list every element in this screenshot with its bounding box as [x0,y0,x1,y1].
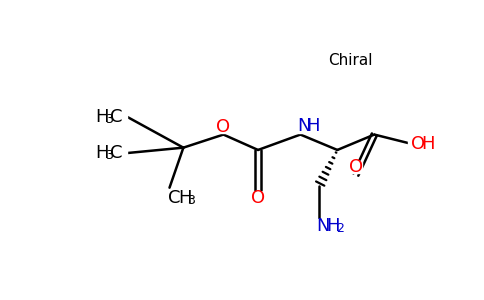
Text: C: C [110,108,123,126]
Bar [293,119,314,133]
Text: N: N [316,217,329,235]
Text: 3: 3 [105,113,113,126]
Bar [252,191,264,204]
Text: Chiral: Chiral [328,53,373,68]
Text: 3: 3 [105,149,113,162]
Text: 3: 3 [187,194,195,207]
Bar [408,137,430,151]
Text: C: C [110,144,123,162]
Text: H: H [95,108,108,126]
Text: O: O [411,135,425,153]
Text: C: C [168,190,181,208]
Text: H: H [306,117,320,135]
Text: O: O [216,118,230,136]
Text: 2: 2 [336,222,344,235]
Bar [164,191,191,206]
Text: H: H [178,190,192,208]
Text: O: O [251,189,265,207]
Bar [349,161,362,173]
Bar [93,146,127,160]
Text: H: H [326,217,339,235]
Text: H: H [95,144,108,162]
Text: O: O [349,158,363,176]
Bar [217,121,229,133]
Bar [93,110,127,124]
Text: H: H [421,135,435,153]
Text: N: N [297,117,311,135]
Bar [311,219,339,233]
